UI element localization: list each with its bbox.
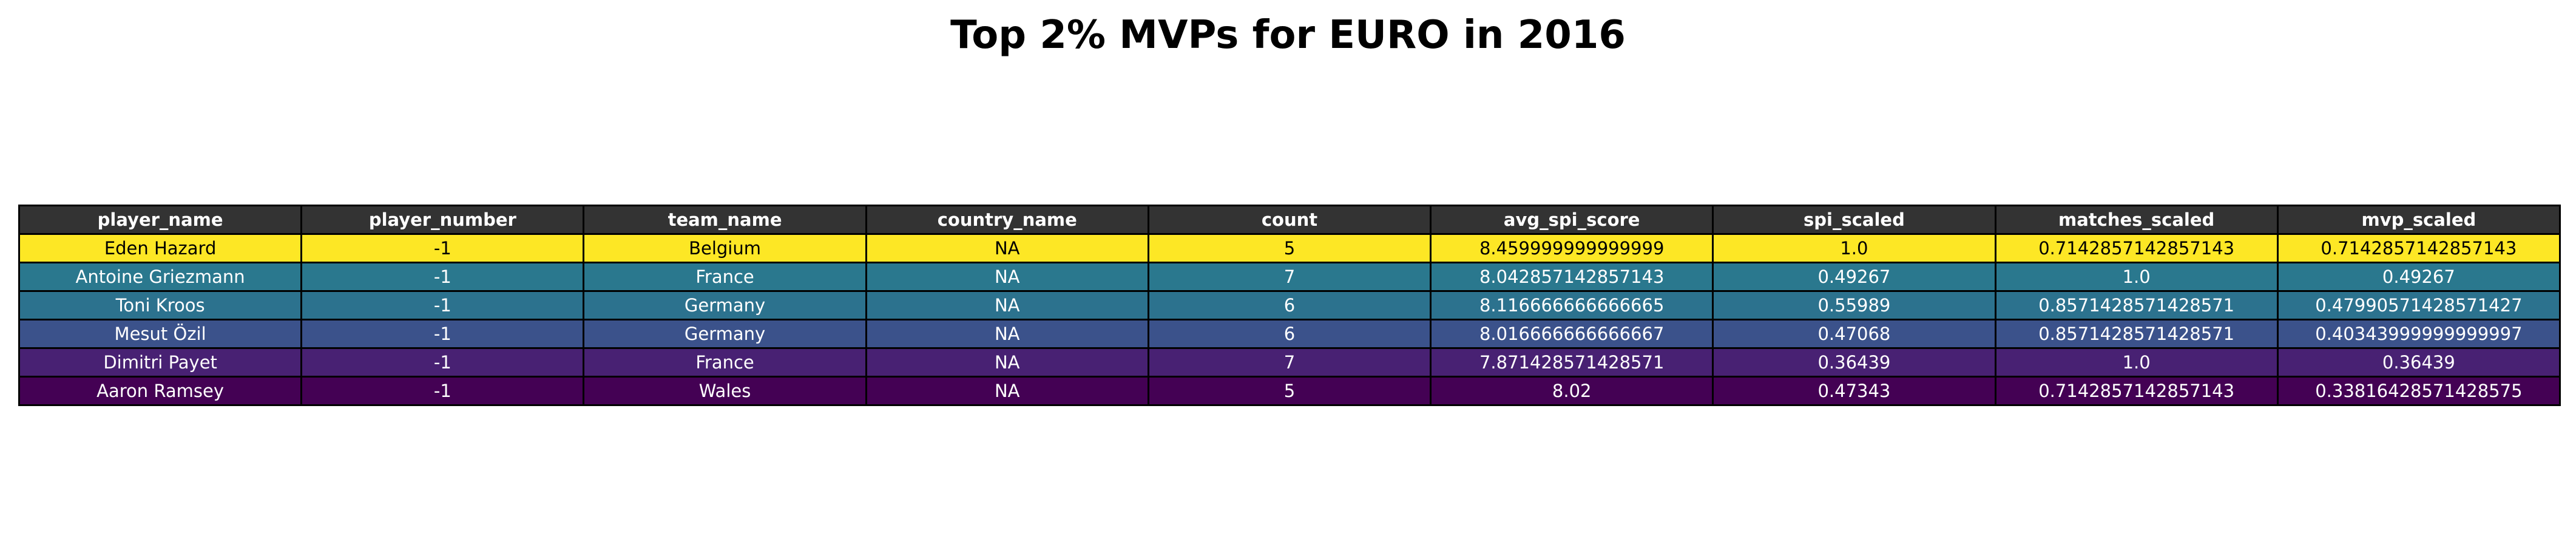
table-cell-avg-spi-score: 7.871428571428571 bbox=[1430, 347, 1714, 378]
table-cell-team-name: Germany bbox=[583, 290, 867, 320]
table-cell-matches-scaled: 0.8571428571428571 bbox=[1994, 319, 2279, 349]
table-cell-avg-spi-score: 8.042857142857143 bbox=[1430, 262, 1714, 292]
column-header-matches-scaled: matches_scaled bbox=[1994, 205, 2279, 235]
table-cell-team-name: France bbox=[583, 347, 867, 378]
table-row: Toni Kroos -1 Germany NA 6 8.116666666666665 0… bbox=[18, 290, 2561, 320]
table-cell-team-name: France bbox=[583, 262, 867, 292]
table-cell-count: 5 bbox=[1147, 233, 1432, 263]
table-cell-player-name: Aaron Ramsey bbox=[18, 376, 303, 406]
table-cell-country-name: NA bbox=[865, 319, 1149, 349]
table-cell-mvp-scaled: 0.7142857142857143 bbox=[2276, 233, 2561, 263]
table-cell-player-number: -1 bbox=[300, 262, 585, 292]
table-body: Eden Hazard -1 Belgium NA 5 8.459999999999999… bbox=[18, 233, 2561, 406]
table-cell-avg-spi-score: 8.116666666666665 bbox=[1430, 290, 1714, 320]
table-cell-player-name: Toni Kroos bbox=[18, 290, 303, 320]
header-row: player_name player_number team_name coun… bbox=[18, 205, 2561, 235]
table-cell-player-name: Dimitri Payet bbox=[18, 347, 303, 378]
table-cell-player-name: Eden Hazard bbox=[18, 233, 303, 263]
table-cell-player-number: -1 bbox=[300, 319, 585, 349]
table-row: Mesut Özil -1 Germany NA 6 8.016666666666667 0… bbox=[18, 319, 2561, 349]
column-header-country-name: country_name bbox=[865, 205, 1149, 235]
table-cell-team-name: Belgium bbox=[583, 233, 867, 263]
table-cell-matches-scaled: 0.7142857142857143 bbox=[1994, 376, 2279, 406]
table-cell-spi-scaled: 0.49267 bbox=[1712, 262, 1996, 292]
table-cell-player-number: -1 bbox=[300, 290, 585, 320]
table-row: Eden Hazard -1 Belgium NA 5 8.459999999999999… bbox=[18, 233, 2561, 263]
table-cell-spi-scaled: 1.0 bbox=[1712, 233, 1996, 263]
table-cell-matches-scaled: 0.7142857142857143 bbox=[1994, 233, 2279, 263]
table-cell-spi-scaled: 0.55989 bbox=[1712, 290, 1996, 320]
table-cell-avg-spi-score: 8.459999999999999 bbox=[1430, 233, 1714, 263]
table-cell-spi-scaled: 0.36439 bbox=[1712, 347, 1996, 378]
table-cell-count: 6 bbox=[1147, 319, 1432, 349]
table-cell-mvp-scaled: 0.47990571428571427 bbox=[2276, 290, 2561, 320]
table-cell-country-name: NA bbox=[865, 233, 1149, 263]
table-cell-team-name: Germany bbox=[583, 319, 867, 349]
table-cell-avg-spi-score: 8.02 bbox=[1430, 376, 1714, 406]
table-cell-matches-scaled: 1.0 bbox=[1994, 347, 2279, 378]
table-cell-player-name: Antoine Griezmann bbox=[18, 262, 303, 292]
table-cell-mvp-scaled: 0.40343999999999997 bbox=[2276, 319, 2561, 349]
table-cell-count: 6 bbox=[1147, 290, 1432, 320]
mvp-table: player_name player_number team_name coun… bbox=[18, 205, 2561, 406]
table-cell-player-name: Mesut Özil bbox=[18, 319, 303, 349]
column-header-player-name: player_name bbox=[18, 205, 303, 235]
column-header-spi-scaled: spi_scaled bbox=[1712, 205, 1996, 235]
table-cell-player-number: -1 bbox=[300, 347, 585, 378]
table-cell-country-name: NA bbox=[865, 262, 1149, 292]
table-row: Aaron Ramsey -1 Wales NA 5 8.02 0.47343 0.71428… bbox=[18, 376, 2561, 406]
table-cell-player-number: -1 bbox=[300, 376, 585, 406]
table-row: Antoine Griezmann -1 France NA 7 8.0428571428… bbox=[18, 262, 2561, 292]
table-cell-team-name: Wales bbox=[583, 376, 867, 406]
column-header-player-number: player_number bbox=[300, 205, 585, 235]
table-cell-count: 7 bbox=[1147, 347, 1432, 378]
table-cell-spi-scaled: 0.47343 bbox=[1712, 376, 1996, 406]
table-cell-avg-spi-score: 8.016666666666667 bbox=[1430, 319, 1714, 349]
table-cell-player-number: -1 bbox=[300, 233, 585, 263]
table-cell-count: 5 bbox=[1147, 376, 1432, 406]
column-header-mvp-scaled: mvp_scaled bbox=[2276, 205, 2561, 235]
table-cell-count: 7 bbox=[1147, 262, 1432, 292]
chart-title: Top 2% MVPs for EURO in 2016 bbox=[950, 13, 1626, 58]
table-row: Dimitri Payet -1 France NA 7 7.87142857142857… bbox=[18, 347, 2561, 378]
table-cell-mvp-scaled: 0.49267 bbox=[2276, 262, 2561, 292]
table-cell-country-name: NA bbox=[865, 290, 1149, 320]
table-cell-mvp-scaled: 0.33816428571428575 bbox=[2276, 376, 2561, 406]
column-header-team-name: team_name bbox=[583, 205, 867, 235]
table-cell-country-name: NA bbox=[865, 376, 1149, 406]
column-header-avg-spi-score: avg_spi_score bbox=[1430, 205, 1714, 235]
table-cell-matches-scaled: 0.8571428571428571 bbox=[1994, 290, 2279, 320]
column-header-count: count bbox=[1147, 205, 1432, 235]
table-cell-country-name: NA bbox=[865, 347, 1149, 378]
table-cell-matches-scaled: 1.0 bbox=[1994, 262, 2279, 292]
table-cell-spi-scaled: 0.47068 bbox=[1712, 319, 1996, 349]
table-cell-mvp-scaled: 0.36439 bbox=[2276, 347, 2561, 378]
